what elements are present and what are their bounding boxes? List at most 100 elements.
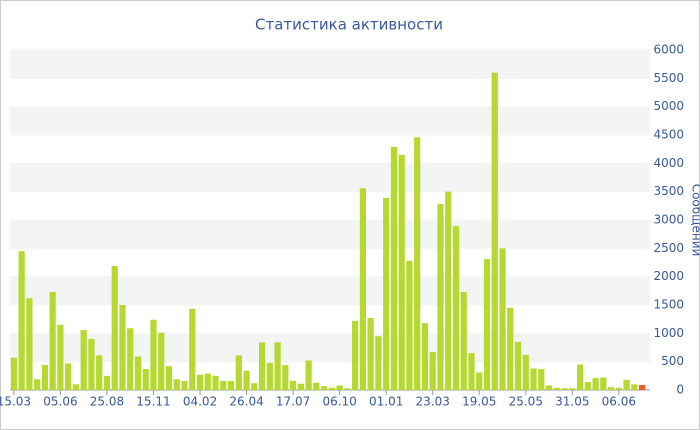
grid-band (10, 163, 650, 192)
bar (18, 251, 25, 390)
bar (158, 332, 165, 390)
bar (134, 356, 142, 390)
bar (258, 342, 266, 390)
bar (297, 383, 304, 390)
bar (111, 265, 118, 390)
bar (243, 370, 250, 390)
x-tick-label: 23.03 (416, 395, 450, 409)
bar (72, 384, 80, 390)
bar (10, 357, 17, 390)
bar (530, 368, 537, 390)
bar (421, 323, 429, 390)
bar (119, 305, 126, 390)
y-tick-label: 1500 (653, 298, 684, 312)
bar (127, 328, 134, 390)
bar (142, 369, 149, 390)
y-tick-label: 1000 (653, 326, 684, 340)
bar (390, 146, 398, 390)
bar (507, 307, 514, 390)
bar (545, 385, 553, 390)
bar (274, 342, 281, 390)
bar (592, 378, 599, 390)
bar (173, 379, 180, 390)
bar (57, 324, 64, 390)
bar (352, 320, 359, 390)
bar (483, 259, 491, 390)
bar (429, 352, 436, 390)
bar (189, 308, 196, 390)
bar (282, 365, 289, 390)
bar (165, 366, 173, 390)
bar (437, 204, 444, 390)
grid-band (10, 276, 650, 305)
x-tick-label: 25.08 (90, 395, 124, 409)
y-tick-label: 0 (676, 383, 684, 397)
x-tick-label: 19.05 (462, 395, 496, 409)
bar (49, 291, 56, 390)
bar (103, 375, 111, 390)
bar (321, 386, 328, 390)
bar (553, 387, 560, 390)
bar (452, 226, 460, 390)
x-tick-label: 17.07 (276, 395, 310, 409)
bar (607, 387, 615, 390)
bar (631, 384, 638, 390)
bar (289, 380, 297, 390)
bar (235, 355, 242, 390)
bar (375, 336, 382, 390)
chart-title: Статистика активности (255, 16, 443, 34)
bar (584, 382, 591, 390)
bar (406, 260, 413, 390)
bar (576, 364, 584, 390)
bar (491, 72, 498, 391)
bar (460, 291, 467, 390)
plot-area (10, 49, 650, 391)
bar (538, 369, 545, 390)
y-tick-label: 2500 (653, 241, 684, 255)
bar (445, 191, 452, 390)
bar (80, 329, 87, 390)
y-tick-label: 500 (661, 354, 684, 368)
bar (251, 383, 258, 390)
bar (468, 353, 475, 390)
bar (367, 318, 374, 390)
bar (65, 363, 72, 390)
grid-band (10, 333, 650, 362)
y-tick-label: 3000 (653, 213, 684, 227)
x-tick-label: 31.05 (555, 395, 589, 409)
bar (639, 384, 646, 390)
y-tick-label: 4500 (653, 128, 684, 142)
bar (499, 248, 506, 390)
bar (313, 382, 320, 390)
x-tick-label: 06.10 (322, 395, 356, 409)
bar (150, 319, 157, 390)
y-tick-label: 3500 (653, 184, 684, 198)
bar (336, 385, 343, 390)
y-tick-label: 5000 (653, 99, 684, 113)
y-tick-label: 4000 (653, 156, 684, 170)
x-tick-label: 05.06 (43, 395, 77, 409)
x-tick-label: 01.01 (369, 395, 403, 409)
bar (600, 377, 607, 390)
bar (266, 362, 273, 390)
bar (204, 373, 211, 390)
bar (305, 360, 312, 390)
bar (88, 339, 95, 390)
x-tick-label: 04.02 (183, 395, 217, 409)
y-tick-label: 2000 (653, 269, 684, 283)
bar (181, 380, 188, 390)
bar (414, 137, 421, 390)
grid-band (10, 106, 650, 135)
grid-band (10, 220, 650, 249)
x-tick-label: 25.05 (509, 395, 543, 409)
bar (220, 380, 227, 390)
bar (359, 188, 367, 390)
x-tick-label: 15.11 (136, 395, 170, 409)
y-tick-label: 6000 (653, 43, 684, 57)
bar (96, 355, 103, 390)
x-tick-label: 26.04 (229, 395, 263, 409)
bar (383, 197, 390, 390)
bar (561, 388, 568, 390)
bar (196, 374, 204, 390)
bar (34, 379, 41, 390)
